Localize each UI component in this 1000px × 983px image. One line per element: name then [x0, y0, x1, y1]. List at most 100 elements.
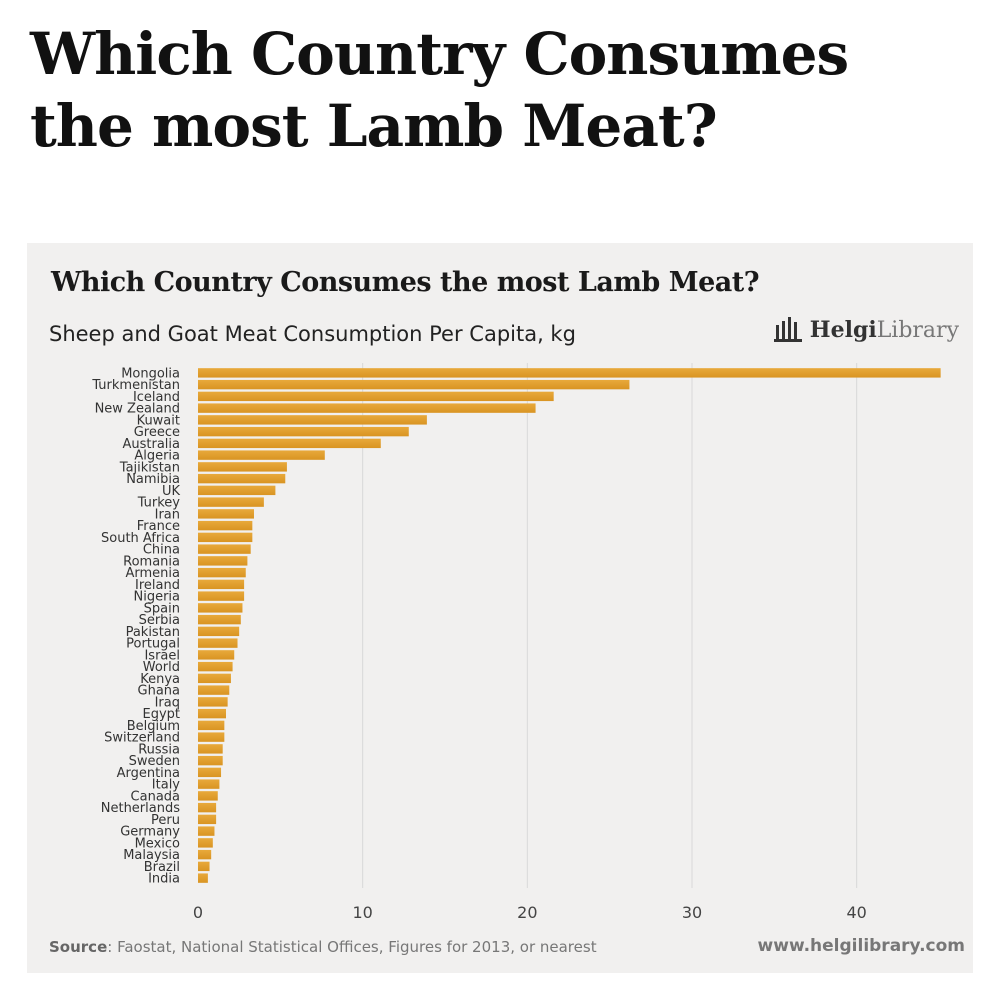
- category-label: Iran: [155, 507, 180, 522]
- bar-ireland: [198, 579, 245, 590]
- x-tick-label: 10: [352, 903, 372, 922]
- category-label: Kuwait: [137, 413, 180, 428]
- bar-iraq: [198, 697, 228, 707]
- category-label: Canada: [131, 789, 180, 804]
- bar-brazil: [198, 861, 210, 872]
- bar-romania: [198, 556, 248, 566]
- category-label: Romania: [123, 554, 180, 569]
- category-label: Serbia: [139, 613, 180, 628]
- bar-chart: 0 10 20 30 40 MongoliaTurkmenistanIcelandNew …: [91, 363, 941, 922]
- category-label: Israel: [144, 648, 180, 663]
- bar-turkmenistan: [198, 379, 630, 390]
- category-label: South Africa: [101, 531, 180, 546]
- category-label: Iceland: [133, 390, 180, 405]
- category-label: France: [137, 519, 180, 534]
- category-label: Iraq: [155, 695, 180, 710]
- bar-iceland: [198, 391, 554, 402]
- category-label: Tajikistan: [119, 460, 180, 475]
- bar-india: [198, 873, 208, 883]
- bar-kuwait: [198, 415, 427, 425]
- bar-israel: [198, 650, 235, 660]
- bar-canada: [198, 791, 218, 801]
- category-label: Pakistan: [126, 625, 180, 640]
- category-label: Ireland: [135, 578, 180, 593]
- category-label: Germany: [120, 825, 180, 840]
- category-label: World: [143, 660, 180, 675]
- bar-new-zealand: [198, 403, 536, 413]
- category-label: Mexico: [135, 836, 180, 851]
- bar-nigeria: [198, 591, 245, 601]
- bar-mongolia: [198, 368, 941, 378]
- bar-kenya: [198, 673, 231, 684]
- bar-switzerland: [198, 732, 225, 742]
- bar-sweden: [198, 755, 223, 766]
- bar-egypt: [198, 708, 226, 719]
- category-label: China: [143, 543, 180, 558]
- category-label: Greece: [134, 425, 180, 440]
- category-label: Australia: [122, 437, 180, 452]
- category-label: Armenia: [126, 566, 181, 581]
- bar-world: [198, 661, 233, 672]
- category-label: Russia: [138, 742, 180, 757]
- website-link[interactable]: www.helgilibrary.com: [757, 936, 965, 956]
- source-text: : Faostat, National Statistical Offices,…: [107, 938, 597, 956]
- x-tick-label: 40: [846, 903, 866, 922]
- bar-serbia: [198, 614, 241, 625]
- category-label: UK: [162, 484, 181, 499]
- category-label: Kenya: [140, 672, 180, 687]
- category-label: New Zealand: [95, 402, 180, 417]
- page-title: Which Country Consumes the most Lamb Mea…: [30, 20, 849, 160]
- category-label: Italy: [152, 778, 181, 793]
- chart-panel: Which Country Consumes the most Lamb Mea…: [27, 243, 973, 973]
- category-label: Netherlands: [101, 801, 180, 816]
- bar-ghana: [198, 685, 230, 695]
- brand-name-light: Library: [876, 318, 959, 343]
- x-tick-label: 30: [682, 903, 702, 922]
- bar-algeria: [198, 450, 325, 460]
- x-tick-label: 0: [193, 903, 203, 922]
- category-label: Turkey: [137, 496, 181, 511]
- bar-malaysia: [198, 849, 212, 860]
- bar-tajikistan: [198, 462, 287, 472]
- source-label: Source: [49, 938, 108, 956]
- bar-france: [198, 520, 253, 531]
- category-label: Brazil: [144, 860, 180, 875]
- bar-argentina: [198, 767, 222, 778]
- category-label: Argentina: [117, 766, 180, 781]
- bar-greece: [198, 426, 409, 437]
- category-label: Algeria: [134, 449, 180, 464]
- bar-australia: [198, 438, 381, 449]
- category-label: Sweden: [129, 754, 180, 769]
- source-note: Source: Faostat, National Statistical Of…: [49, 938, 597, 956]
- category-label: Turkmenistan: [91, 378, 180, 393]
- category-label: Portugal: [126, 637, 180, 652]
- bar-russia: [198, 744, 223, 754]
- bar-italy: [198, 779, 220, 789]
- category-label: Egypt: [142, 707, 180, 722]
- bar-china: [198, 544, 251, 554]
- bar-south-africa: [198, 532, 253, 543]
- library-building-icon: [773, 317, 802, 342]
- bar-namibia: [198, 473, 286, 484]
- bar-pakistan: [198, 626, 240, 637]
- brand-logo: Helgi Library: [773, 317, 959, 343]
- category-label: Spain: [144, 601, 180, 616]
- bar-uk: [198, 485, 276, 496]
- brand-name-bold: Helgi: [809, 317, 877, 343]
- category-label: Mongolia: [121, 366, 180, 381]
- bar-iran: [198, 509, 254, 519]
- bar-peru: [198, 814, 217, 825]
- category-label: Nigeria: [133, 590, 180, 605]
- category-label: Ghana: [138, 684, 181, 699]
- category-label: Malaysia: [123, 848, 180, 863]
- category-label: India: [148, 872, 180, 887]
- bar-netherlands: [198, 802, 217, 813]
- bar-mexico: [198, 838, 213, 848]
- bar-armenia: [198, 567, 246, 578]
- bar-portugal: [198, 638, 238, 648]
- bar-spain: [198, 603, 243, 613]
- category-label: Namibia: [126, 472, 180, 487]
- category-label: Switzerland: [104, 731, 180, 746]
- x-tick-label: 20: [517, 903, 537, 922]
- category-label: Belgium: [127, 719, 180, 734]
